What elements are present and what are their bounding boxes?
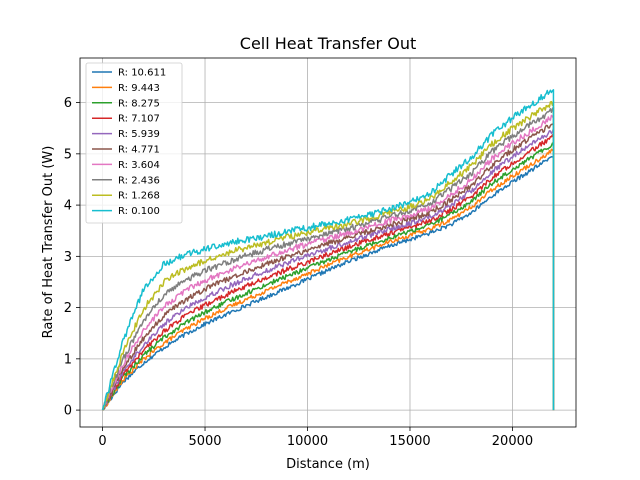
legend: R: 10.611 R: 9.443 R: 8.275 R: 7.107 R: 5.93… (85, 62, 183, 224)
y-tick-label: 2 (64, 301, 72, 316)
legend-entry: R: 9.443 (118, 83, 160, 94)
legend-entry: R: 4.771 (118, 145, 160, 156)
series-line (102, 155, 555, 411)
x-tick-label: 15000 (389, 434, 430, 449)
y-tick-label: 0 (64, 404, 72, 419)
y-axis-ticks: 0 1 2 3 4 5 6 (64, 96, 80, 419)
x-tick-label: 10000 (287, 434, 328, 449)
series-line (101, 106, 555, 411)
chart-title: Cell Heat Transfer Out (240, 34, 416, 53)
series-line (101, 100, 555, 411)
legend-entry: R: 2.436 (118, 175, 160, 186)
x-tick-label: 20000 (492, 434, 533, 449)
series-line (101, 127, 555, 411)
legend-entry: R: 8.275 (118, 98, 160, 109)
x-tick-label: 0 (98, 434, 106, 449)
y-tick-label: 5 (64, 147, 72, 162)
legend-entry: R: 10.611 (118, 68, 166, 79)
legend-entry: R: 7.107 (118, 114, 160, 125)
series-line (102, 142, 555, 411)
legend-entry: R: 3.604 (118, 160, 160, 171)
y-tick-label: 4 (64, 199, 72, 214)
x-axis-label: Distance (m) (286, 457, 370, 472)
y-axis-label: Rate of Heat Transfer Out (W) (41, 146, 56, 339)
series-line (102, 134, 555, 411)
x-tick-label: 5000 (188, 434, 221, 449)
legend-entry: R: 0.100 (118, 206, 160, 217)
x-axis-ticks: 0 5000 10000 15000 20000 (98, 427, 533, 449)
series-layer (101, 89, 555, 411)
grid (80, 58, 576, 427)
y-tick-label: 3 (64, 250, 72, 265)
plot-frame (79, 57, 577, 428)
series-line (101, 89, 555, 411)
series-line (102, 148, 555, 411)
series-line (101, 122, 555, 411)
y-tick-label: 1 (64, 352, 72, 367)
y-tick-label: 6 (64, 96, 72, 111)
legend-entry: R: 1.268 (118, 191, 160, 202)
legend-entry: R: 5.939 (118, 129, 160, 140)
series-line (101, 114, 555, 411)
